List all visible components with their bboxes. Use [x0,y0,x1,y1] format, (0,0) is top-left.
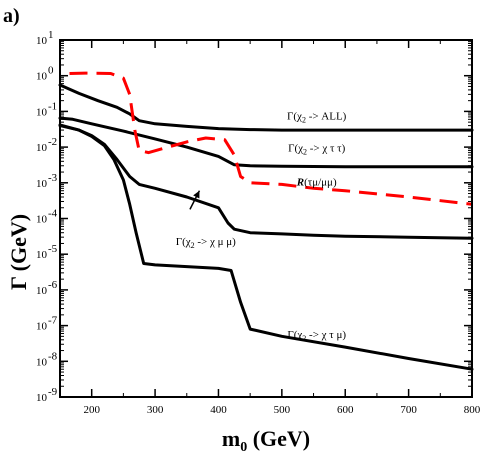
annotation-tautau: Γ(χ2 -> χ τ τ) [288,143,345,157]
y-tick-label: 10 [36,142,48,154]
x-tick-label: 200 [83,404,100,416]
x-tick-label: 700 [400,404,417,416]
x-tick-label: 800 [464,404,481,416]
y-tick-label: 10 [36,178,48,190]
x-tick-label: 600 [337,404,354,416]
y-tick-label: 10 [36,249,48,261]
annotation-pre: R [296,176,304,188]
annotation-ratio: R(τμ/μμ) [296,176,337,188]
x-axis-title-sub: 0 [240,440,247,455]
annotation-pre: Γ(χ [287,329,302,341]
y-tick-exponent: -7 [48,315,58,327]
y-tick-label: 10 [36,285,48,297]
y-tick-exponent: -6 [48,279,58,291]
annotation-pre: Γ(χ [176,236,191,248]
y-tick-exponent: -9 [48,386,58,398]
y-tick-exponent: -4 [48,208,58,220]
x-tick-label: 400 [210,404,227,416]
series-line-tautau [58,116,474,169]
annotation-post: -> χ τ τ) [307,143,346,155]
series-layer [58,71,474,371]
x-tick-label: 300 [147,404,164,416]
annotation-post: -> χ τ μ) [306,329,346,341]
annotation-sub: 2 [303,148,307,157]
arrow-head [193,190,200,199]
annotation-post: (τμ/μμ) [304,176,337,188]
y-tick-exponent: -3 [48,172,58,184]
y-tick-exponent: -5 [48,243,58,255]
annotation-layer: Γ(χ2 -> ALL)Γ(χ2 -> χ τ τ)Γ(χ2 -> χ μ μ)… [176,110,347,343]
y-tick-exponent: -2 [48,136,57,148]
annotation-mumu: Γ(χ2 -> χ μ μ) [176,236,236,250]
annotation-post: -> ALL) [306,110,347,122]
annotation-sub: 2 [302,334,306,343]
panel-label: a) [3,5,20,27]
series-line-ratio [69,71,473,206]
x-axis-title-unit: (GeV) [247,426,310,451]
y-tick-exponent: -8 [48,350,58,362]
y-tick-label: 10 [36,356,48,368]
y-tick-exponent: 0 [48,65,54,77]
y-tick-label: 10 [36,106,48,118]
annotation-taumu: Γ(χ2 -> χ τ μ) [287,329,346,343]
plot-frame [59,39,473,398]
x-tick-label: 500 [274,404,291,416]
annotation-sub: 2 [302,115,306,124]
annotation-pre: Γ(χ [287,110,302,122]
annotation-pre: Γ(χ [288,143,303,155]
x-axis-title: m0 (GeV) [222,426,310,455]
y-tick-label: 10 [36,35,48,47]
annotation-post: -> χ μ μ) [195,236,237,248]
x-axis-title-main: m [222,426,240,451]
series-line-taumu [58,124,474,371]
y-tick-exponent: -1 [48,100,57,112]
y-tick-label: 10 [36,214,48,226]
y-tick-label: 10 [36,392,48,404]
y-tick-exponent: 1 [48,29,54,41]
y-axis-title: Γ (GeV) [6,214,31,290]
y-tick-label: 10 [36,71,48,83]
annotation-sub: 2 [191,241,195,250]
y-tick-label: 10 [36,321,48,333]
series-line-all [58,83,474,132]
annotation-all: Γ(χ2 -> ALL) [287,110,347,124]
